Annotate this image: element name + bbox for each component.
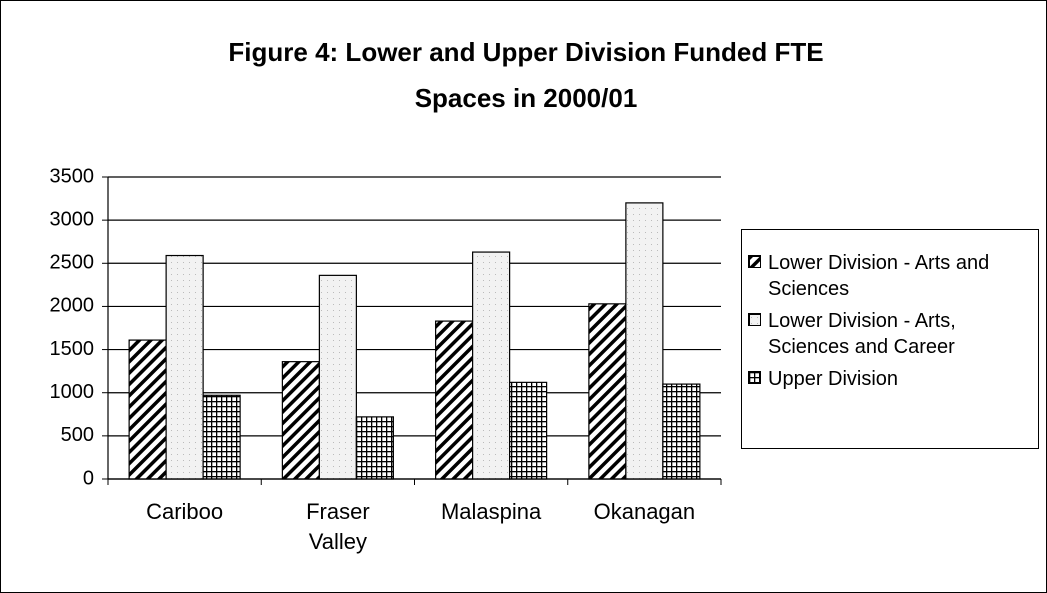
- bar: [318, 274, 357, 480]
- legend-item: Lower Division - Arts and Sciences: [748, 250, 1038, 302]
- legend-item: Upper Division: [748, 366, 1038, 392]
- y-tick-label: 2000: [50, 295, 95, 317]
- legend-label: Lower Division - Arts, Sciences and Care…: [768, 310, 956, 358]
- x-tick-label: Malaspina: [440, 499, 542, 524]
- bar: [355, 416, 394, 480]
- legend-swatch: [748, 371, 761, 384]
- x-tick-label: Okanagan: [593, 499, 696, 524]
- legend-item: Lower Division - Arts, Sciences and Care…: [748, 308, 1038, 360]
- y-tick-label: 500: [61, 424, 94, 446]
- y-tick-label: 1500: [50, 338, 95, 360]
- bar: [128, 339, 167, 480]
- chart-title: Figure 4: Lower and Upper Division Funde…: [228, 37, 824, 113]
- bar: [165, 254, 204, 480]
- legend-label: Lower Division - Arts and Sciences: [768, 252, 990, 300]
- y-tick-label: 3000: [50, 208, 95, 230]
- legend: Lower Division - Arts and Sciences Lower …: [741, 229, 1039, 449]
- x-tick-label: Fraser Valley: [306, 499, 370, 554]
- legend-swatch: [748, 255, 761, 268]
- bar: [588, 303, 627, 480]
- x-tick-label: Cariboo: [146, 499, 224, 524]
- bar: [202, 394, 241, 480]
- bar: [662, 383, 701, 480]
- bar: [435, 320, 474, 480]
- legend-label: Upper Division: [768, 368, 899, 390]
- bar: [472, 251, 511, 480]
- bar: [625, 202, 664, 480]
- legend-swatch: [748, 313, 761, 326]
- bar: [509, 381, 548, 480]
- y-tick-label: 0: [83, 467, 94, 489]
- bar: [281, 361, 320, 480]
- y-tick-label: 3500: [50, 165, 95, 187]
- y-tick-label: 2500: [50, 252, 95, 274]
- y-tick-label: 1000: [50, 381, 95, 403]
